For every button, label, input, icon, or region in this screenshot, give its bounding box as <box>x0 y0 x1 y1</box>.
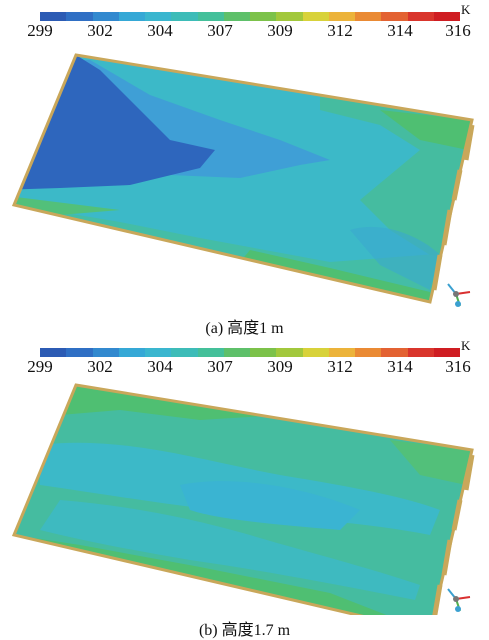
colorbar-tick: 302 <box>87 357 113 376</box>
panel-b: K 299 302 304 307 309 312 314 316 (b) 高度… <box>0 335 489 640</box>
colorbar-tick: 314 <box>387 21 413 40</box>
axis-triad-icon <box>447 283 471 307</box>
wall-vent <box>451 169 463 201</box>
contour-region <box>390 440 472 485</box>
colorbar-tick: 304 <box>147 357 173 376</box>
colorbar-segment <box>407 12 434 21</box>
colorbar-tick: 304 <box>147 21 173 40</box>
caption: (a) 高度1 m <box>205 320 284 337</box>
colorbar-segment <box>250 348 277 357</box>
colorbar-tick: 314 <box>387 357 413 376</box>
colorbar-segment <box>355 12 382 21</box>
colorbar-segment <box>66 12 93 21</box>
colorbar-segment <box>328 12 355 21</box>
caption: (b) 高度1.7 m <box>198 622 291 639</box>
colorbar-segment <box>40 348 67 357</box>
colorbar-tick: 299 <box>27 21 53 40</box>
wall-vent <box>431 254 443 291</box>
colorbar-segment <box>92 348 119 357</box>
domain-boundary <box>11 383 474 615</box>
colorbar-tick: 309 <box>267 21 293 40</box>
colorbar-tick: 312 <box>327 357 353 376</box>
colorbar-segment <box>171 12 198 21</box>
colorbar-segment <box>66 348 93 357</box>
contour-region <box>40 500 420 600</box>
colorbar-tick: 307 <box>207 357 233 376</box>
colorbar-segment <box>276 12 303 21</box>
colorbar-tick: 312 <box>327 21 353 40</box>
contour-region <box>180 481 360 530</box>
wall-vent <box>463 124 475 161</box>
colorbar-tick: 299 <box>27 357 53 376</box>
colorbar <box>40 348 460 357</box>
colorbar-tick: 316 <box>445 21 471 40</box>
colorbar-segment <box>433 348 460 357</box>
contour-region <box>60 385 280 420</box>
colorbar-unit: K <box>461 338 471 353</box>
colorbar-unit: K <box>461 2 471 17</box>
colorbar-segment <box>223 348 250 357</box>
colorbar-segment <box>328 348 355 357</box>
colorbar-segment <box>302 12 329 21</box>
colorbar-tick: 316 <box>445 357 471 376</box>
colorbar-segment <box>118 12 145 21</box>
contour-region <box>350 226 440 290</box>
colorbar-segment <box>223 12 250 21</box>
colorbar-segment <box>197 348 224 357</box>
domain-boundary <box>11 53 474 304</box>
contour-region <box>380 110 472 150</box>
colorbar-segment <box>433 12 460 21</box>
wall-vent <box>463 454 475 491</box>
temperature-contour-plot <box>11 53 475 304</box>
colorbar-segment <box>197 12 224 21</box>
colorbar-segment <box>145 348 172 357</box>
colorbar-segment <box>145 12 172 21</box>
colorbar-segment <box>92 12 119 21</box>
colorbar-segment <box>381 12 408 21</box>
colorbar-segment <box>276 348 303 357</box>
colorbar-segment <box>118 348 145 357</box>
colorbar-segment <box>407 348 434 357</box>
axis-triad-icon <box>447 588 471 612</box>
wall-vent <box>441 209 453 246</box>
colorbar-segment <box>381 348 408 357</box>
colorbar-tick: 302 <box>87 21 113 40</box>
colorbar-tick: 307 <box>207 21 233 40</box>
colorbar <box>40 12 460 21</box>
colorbar-segment <box>302 348 329 357</box>
colorbar-segment <box>355 348 382 357</box>
temperature-contour-plot <box>11 383 475 615</box>
colorbar-segment <box>40 12 67 21</box>
colorbar-segment <box>250 12 277 21</box>
colorbar-tick: 309 <box>267 357 293 376</box>
colorbar-segment <box>171 348 198 357</box>
wall-vent <box>451 499 463 531</box>
wall-vent <box>432 584 443 615</box>
wall-vent <box>441 539 453 576</box>
panel-a: K 299 302 304 307 309 312 314 316 <box>11 2 475 337</box>
